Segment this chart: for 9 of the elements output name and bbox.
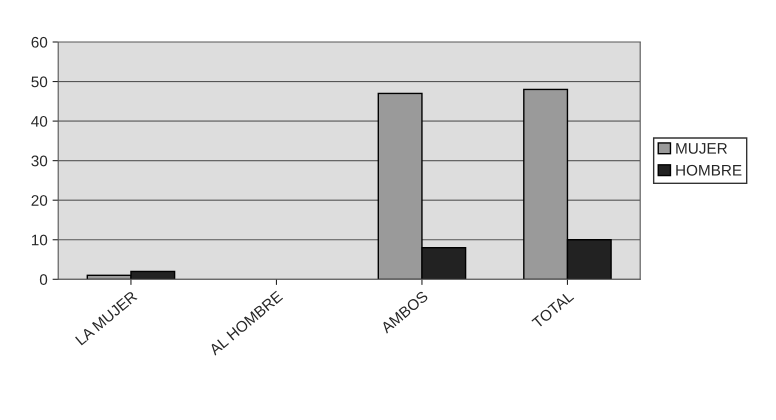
- y-tick-label: 40: [31, 116, 48, 127]
- legend-label: MUJER: [676, 143, 727, 154]
- y-tick-label: 20: [32, 195, 48, 206]
- y-tick-label: 60: [32, 36, 48, 48]
- y-tick-label: 50: [31, 76, 48, 88]
- legend-label: HOMBRE: [676, 164, 742, 176]
- y-tick-label: 30: [31, 156, 48, 166]
- y-tick-label: 0: [40, 274, 48, 285]
- y-tick-label: 10: [32, 234, 48, 246]
